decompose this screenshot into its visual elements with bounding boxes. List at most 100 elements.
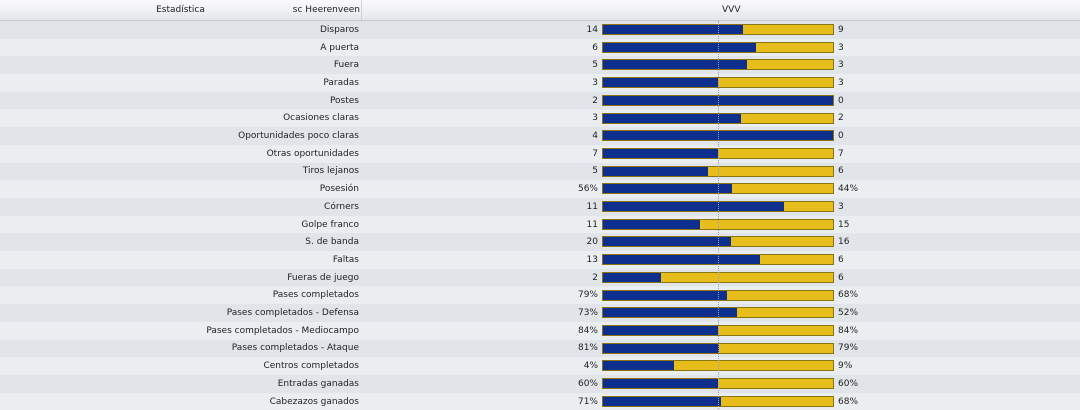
- home-value: 11: [586, 219, 598, 230]
- table-row: Tiros lejanos 5 6: [0, 162, 1080, 181]
- home-share-fill: [603, 95, 833, 105]
- comparison-bar: [602, 236, 834, 248]
- away-value: 3: [838, 201, 844, 212]
- table-row: Pases completados - Mediocampo 84% 84%: [0, 321, 1080, 340]
- home-share-fill: [603, 308, 738, 318]
- home-value: 71%: [577, 396, 598, 407]
- stat-label: Disparos: [319, 24, 359, 35]
- home-share-fill: [603, 272, 661, 282]
- home-share-fill: [603, 396, 721, 406]
- stat-label: Oportunidades poco claras: [238, 131, 359, 142]
- away-value: 9: [838, 24, 844, 35]
- table-row: Entradas ganadas 60% 60%: [0, 375, 1080, 393]
- stat-label: Otras oportunidades: [266, 148, 359, 159]
- away-value: 2: [838, 113, 844, 124]
- stat-label: Golpe franco: [301, 219, 359, 230]
- away-value: 6: [838, 166, 844, 177]
- home-value: 56%: [577, 184, 598, 195]
- away-value: 84%: [838, 325, 859, 336]
- stat-label: Posesión: [319, 184, 359, 195]
- comparison-bar: [602, 360, 834, 372]
- home-value: 2: [592, 272, 598, 283]
- table-row: Centros completados 4% 9%: [0, 357, 1080, 375]
- table-row: Faltas 13 6: [0, 251, 1080, 269]
- stat-label: Fueras de juego: [287, 272, 359, 283]
- comparison-bar: [602, 218, 834, 230]
- stat-column-header[interactable]: Estadística: [0, 0, 362, 20]
- comparison-bar: [602, 183, 834, 195]
- comparison-bar: [602, 395, 834, 407]
- comparison-bar: [602, 130, 834, 142]
- away-value: 16: [838, 237, 850, 248]
- comparison-bar: [602, 307, 834, 319]
- home-share-fill: [603, 25, 744, 34]
- home-share-fill: [603, 113, 741, 123]
- away-value: 68%: [838, 290, 859, 301]
- home-value: 3: [592, 77, 598, 88]
- table-row: Posesión 56% 44%: [0, 180, 1080, 198]
- home-value: 13: [586, 254, 598, 265]
- stat-label: A puerta: [320, 42, 359, 53]
- table-row: Oportunidades poco claras 4 0: [0, 127, 1080, 145]
- home-value: 2: [592, 95, 598, 106]
- home-share-fill: [603, 325, 718, 335]
- stat-label: Entradas ganadas: [277, 378, 359, 389]
- home-team-header[interactable]: sc Heerenveen: [292, 5, 360, 15]
- home-value: 60%: [577, 378, 598, 389]
- stat-label: Cabezazos ganados: [269, 396, 359, 407]
- away-value: 6: [838, 272, 844, 283]
- away-value: 0: [838, 131, 844, 142]
- home-value: 14: [586, 24, 598, 35]
- stat-label: Córners: [324, 201, 359, 212]
- table-row: Fueras de juego 2 6: [0, 268, 1080, 287]
- away-team-header[interactable]: VVV: [722, 5, 741, 15]
- stat-label: Pases completados - Ataque: [231, 343, 359, 354]
- table-row: Postes 2 0: [0, 91, 1080, 110]
- stat-label: Postes: [329, 95, 359, 106]
- comparison-bar: [602, 271, 834, 283]
- comparison-bar: [602, 201, 834, 212]
- comparison-bar: [602, 94, 834, 106]
- home-value: 4: [592, 131, 598, 142]
- home-value: 5: [592, 166, 598, 177]
- home-share-fill: [603, 42, 757, 52]
- home-value: 4%: [583, 361, 598, 372]
- comparison-bar: [602, 378, 834, 389]
- stat-label: Faltas: [332, 254, 359, 265]
- home-value: 84%: [577, 325, 598, 336]
- stat-label: Tiros lejanos: [302, 166, 359, 177]
- stat-label: Paradas: [323, 77, 359, 88]
- away-value: 3: [838, 60, 844, 71]
- table-row: Pases completados 79% 68%: [0, 286, 1080, 305]
- home-share-fill: [603, 290, 727, 300]
- table-row: Pases completados - Defensa 73% 52%: [0, 304, 1080, 322]
- table-row: Disparos 14 9: [0, 21, 1080, 39]
- away-value: 52%: [838, 308, 859, 319]
- home-value: 79%: [577, 290, 598, 301]
- stat-label: Pases completados - Defensa: [226, 308, 359, 319]
- away-value: 60%: [838, 378, 859, 389]
- away-value: 3: [838, 77, 844, 88]
- home-value: 6: [592, 42, 598, 53]
- home-share-fill: [603, 78, 718, 88]
- home-share-fill: [603, 202, 784, 211]
- away-value: 0: [838, 95, 844, 106]
- table-row: Córners 11 3: [0, 198, 1080, 216]
- stat-label: Pases completados - Mediocampo: [206, 325, 359, 336]
- home-share-fill: [603, 166, 708, 176]
- comparison-bar: [602, 165, 834, 177]
- away-value: 3: [838, 42, 844, 53]
- away-value: 44%: [838, 184, 859, 195]
- home-value: 7: [592, 148, 598, 159]
- home-value: 3: [592, 113, 598, 124]
- home-share-fill: [603, 60, 747, 70]
- away-value: 6: [838, 254, 844, 265]
- comparison-bar: [602, 254, 834, 266]
- comparison-bar: [602, 147, 834, 159]
- stat-label: Pases completados: [272, 290, 359, 301]
- home-share-fill: [603, 184, 732, 194]
- comparison-bar: [602, 59, 834, 71]
- table-header: Estadística sc Heerenveen VVV: [0, 0, 1080, 21]
- away-value: 15: [838, 219, 850, 230]
- table-row: A puerta 6 3: [0, 38, 1080, 57]
